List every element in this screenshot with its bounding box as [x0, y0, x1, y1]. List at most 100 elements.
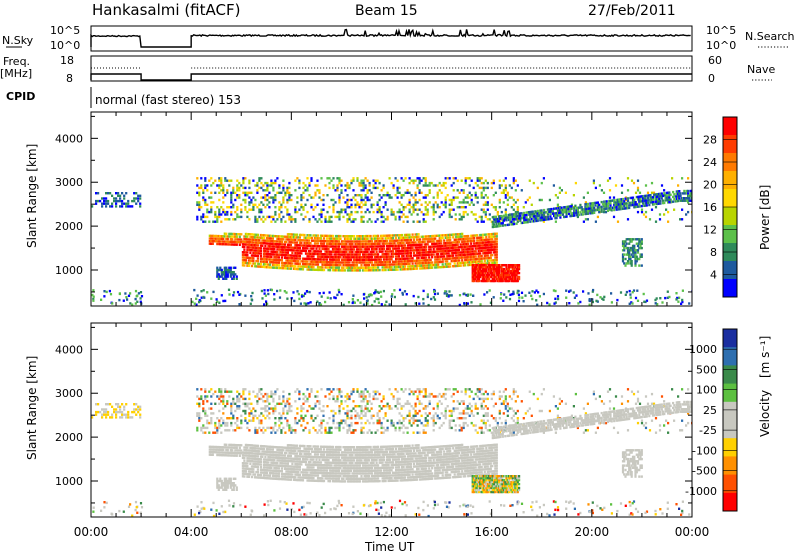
- scatter-cell: [425, 251, 428, 254]
- scatter-cell: [328, 263, 332, 267]
- scatter-cell: [568, 501, 571, 504]
- scatter-cell: [372, 245, 375, 248]
- scatter-cell: [474, 271, 477, 275]
- scatter-cell: [499, 275, 502, 279]
- scatter-cell: [636, 189, 640, 192]
- scatter-cell: [506, 279, 509, 283]
- scatter-cell: [492, 194, 495, 197]
- scatter-cell: [389, 258, 392, 261]
- scatter-cell: [278, 213, 281, 216]
- scatter-cell: [370, 293, 373, 297]
- scatter-cell: [475, 279, 478, 283]
- scatter-cell: [232, 277, 235, 280]
- scatter-cell: [612, 196, 616, 199]
- scatter-cell: [494, 261, 497, 264]
- scatter-cell: [569, 205, 572, 208]
- scatter-cell: [428, 191, 431, 194]
- scatter-cell: [621, 244, 625, 248]
- scatter-cell: [282, 184, 285, 187]
- scatter-cell: [334, 253, 338, 256]
- scatter-cell: [250, 246, 253, 249]
- scatter-cell: [428, 250, 431, 254]
- scatter-cell: [270, 220, 273, 223]
- scatter-cell: [312, 255, 315, 258]
- scatter-cell: [401, 244, 404, 247]
- scatter-cell: [364, 184, 367, 187]
- scatter-cell: [210, 445, 213, 449]
- scatter-cell: [423, 261, 426, 265]
- scatter-cell: [296, 196, 299, 199]
- scatter-cell: [514, 273, 517, 277]
- scatter-cell: [343, 235, 347, 238]
- scatter-cell: [584, 201, 587, 204]
- scatter-cell: [267, 263, 270, 266]
- scatter-cell: [332, 208, 335, 211]
- scatter-cell: [583, 210, 586, 213]
- scatter-cell: [482, 210, 485, 214]
- scatter-cell: [249, 238, 252, 241]
- scatter-cell: [286, 235, 289, 239]
- scatter-cell: [115, 192, 118, 195]
- scatter-cell: [354, 264, 357, 267]
- scatter-cell: [292, 267, 295, 270]
- scatter-cell: [238, 194, 241, 197]
- scatter-cell: [638, 238, 641, 241]
- scatter-cell: [476, 260, 479, 263]
- scatter-cell: [250, 235, 253, 239]
- scatter-cell: [229, 235, 232, 238]
- scatter-cell: [505, 267, 508, 271]
- scatter-cell: [640, 208, 644, 211]
- scatter-cell: [366, 253, 369, 256]
- scatter-cell: [243, 237, 246, 241]
- scatter-cell: [208, 239, 211, 243]
- scatter-cell: [285, 246, 288, 249]
- scatter-cell: [588, 207, 591, 210]
- scatter-cell: [264, 234, 267, 237]
- scatter-cell: [202, 196, 205, 199]
- scatter-cell: [267, 242, 270, 245]
- scatter-cell: [325, 242, 329, 245]
- scatter-cell: [226, 275, 229, 278]
- scatter-cell: [325, 253, 329, 256]
- scatter-cell: [512, 179, 515, 182]
- scatter-cell: [610, 209, 613, 212]
- scatter-cell: [351, 253, 354, 256]
- scatter-cell: [481, 269, 484, 273]
- scatter-cell: [401, 502, 404, 506]
- scatter-cell: [407, 246, 410, 250]
- scatter-cell: [495, 245, 498, 248]
- scatter-cell: [208, 453, 211, 456]
- scatter-cell: [366, 234, 369, 238]
- scatter-cell: [276, 218, 279, 221]
- scatter-cell: [634, 191, 638, 194]
- scatter-cell: [482, 279, 486, 283]
- scatter-cell: [500, 266, 503, 269]
- scatter-cell: [308, 501, 311, 505]
- scatter-cell: [338, 213, 341, 216]
- scatter-cell: [279, 289, 282, 292]
- scatter-cell: [293, 299, 296, 303]
- scatter-cell: [505, 266, 508, 269]
- scatter-cell: [256, 218, 259, 221]
- scatter-cell: [479, 271, 482, 275]
- scatter-cell: [256, 252, 259, 255]
- scatter-cell: [328, 234, 332, 238]
- scatter-cell: [449, 233, 452, 237]
- scatter-cell: [278, 215, 281, 219]
- scatter-cell: [374, 253, 377, 256]
- scatter-cell: [641, 202, 645, 205]
- scatter-cell: [210, 177, 213, 180]
- scatter-cell: [543, 208, 546, 212]
- scatter-cell: [459, 235, 462, 238]
- scatter-cell: [196, 177, 199, 180]
- scatter-cell: [327, 253, 330, 256]
- scatter-cell: [596, 203, 599, 207]
- scatter-cell: [474, 242, 477, 245]
- scatter-cell: [288, 194, 291, 197]
- scatter-cell: [466, 513, 469, 516]
- scatter-cell: [596, 504, 599, 508]
- scatter-cell: [505, 214, 508, 217]
- scatter-cell: [367, 295, 371, 298]
- scatter-cell: [232, 273, 235, 276]
- scatter-cell: [285, 251, 288, 254]
